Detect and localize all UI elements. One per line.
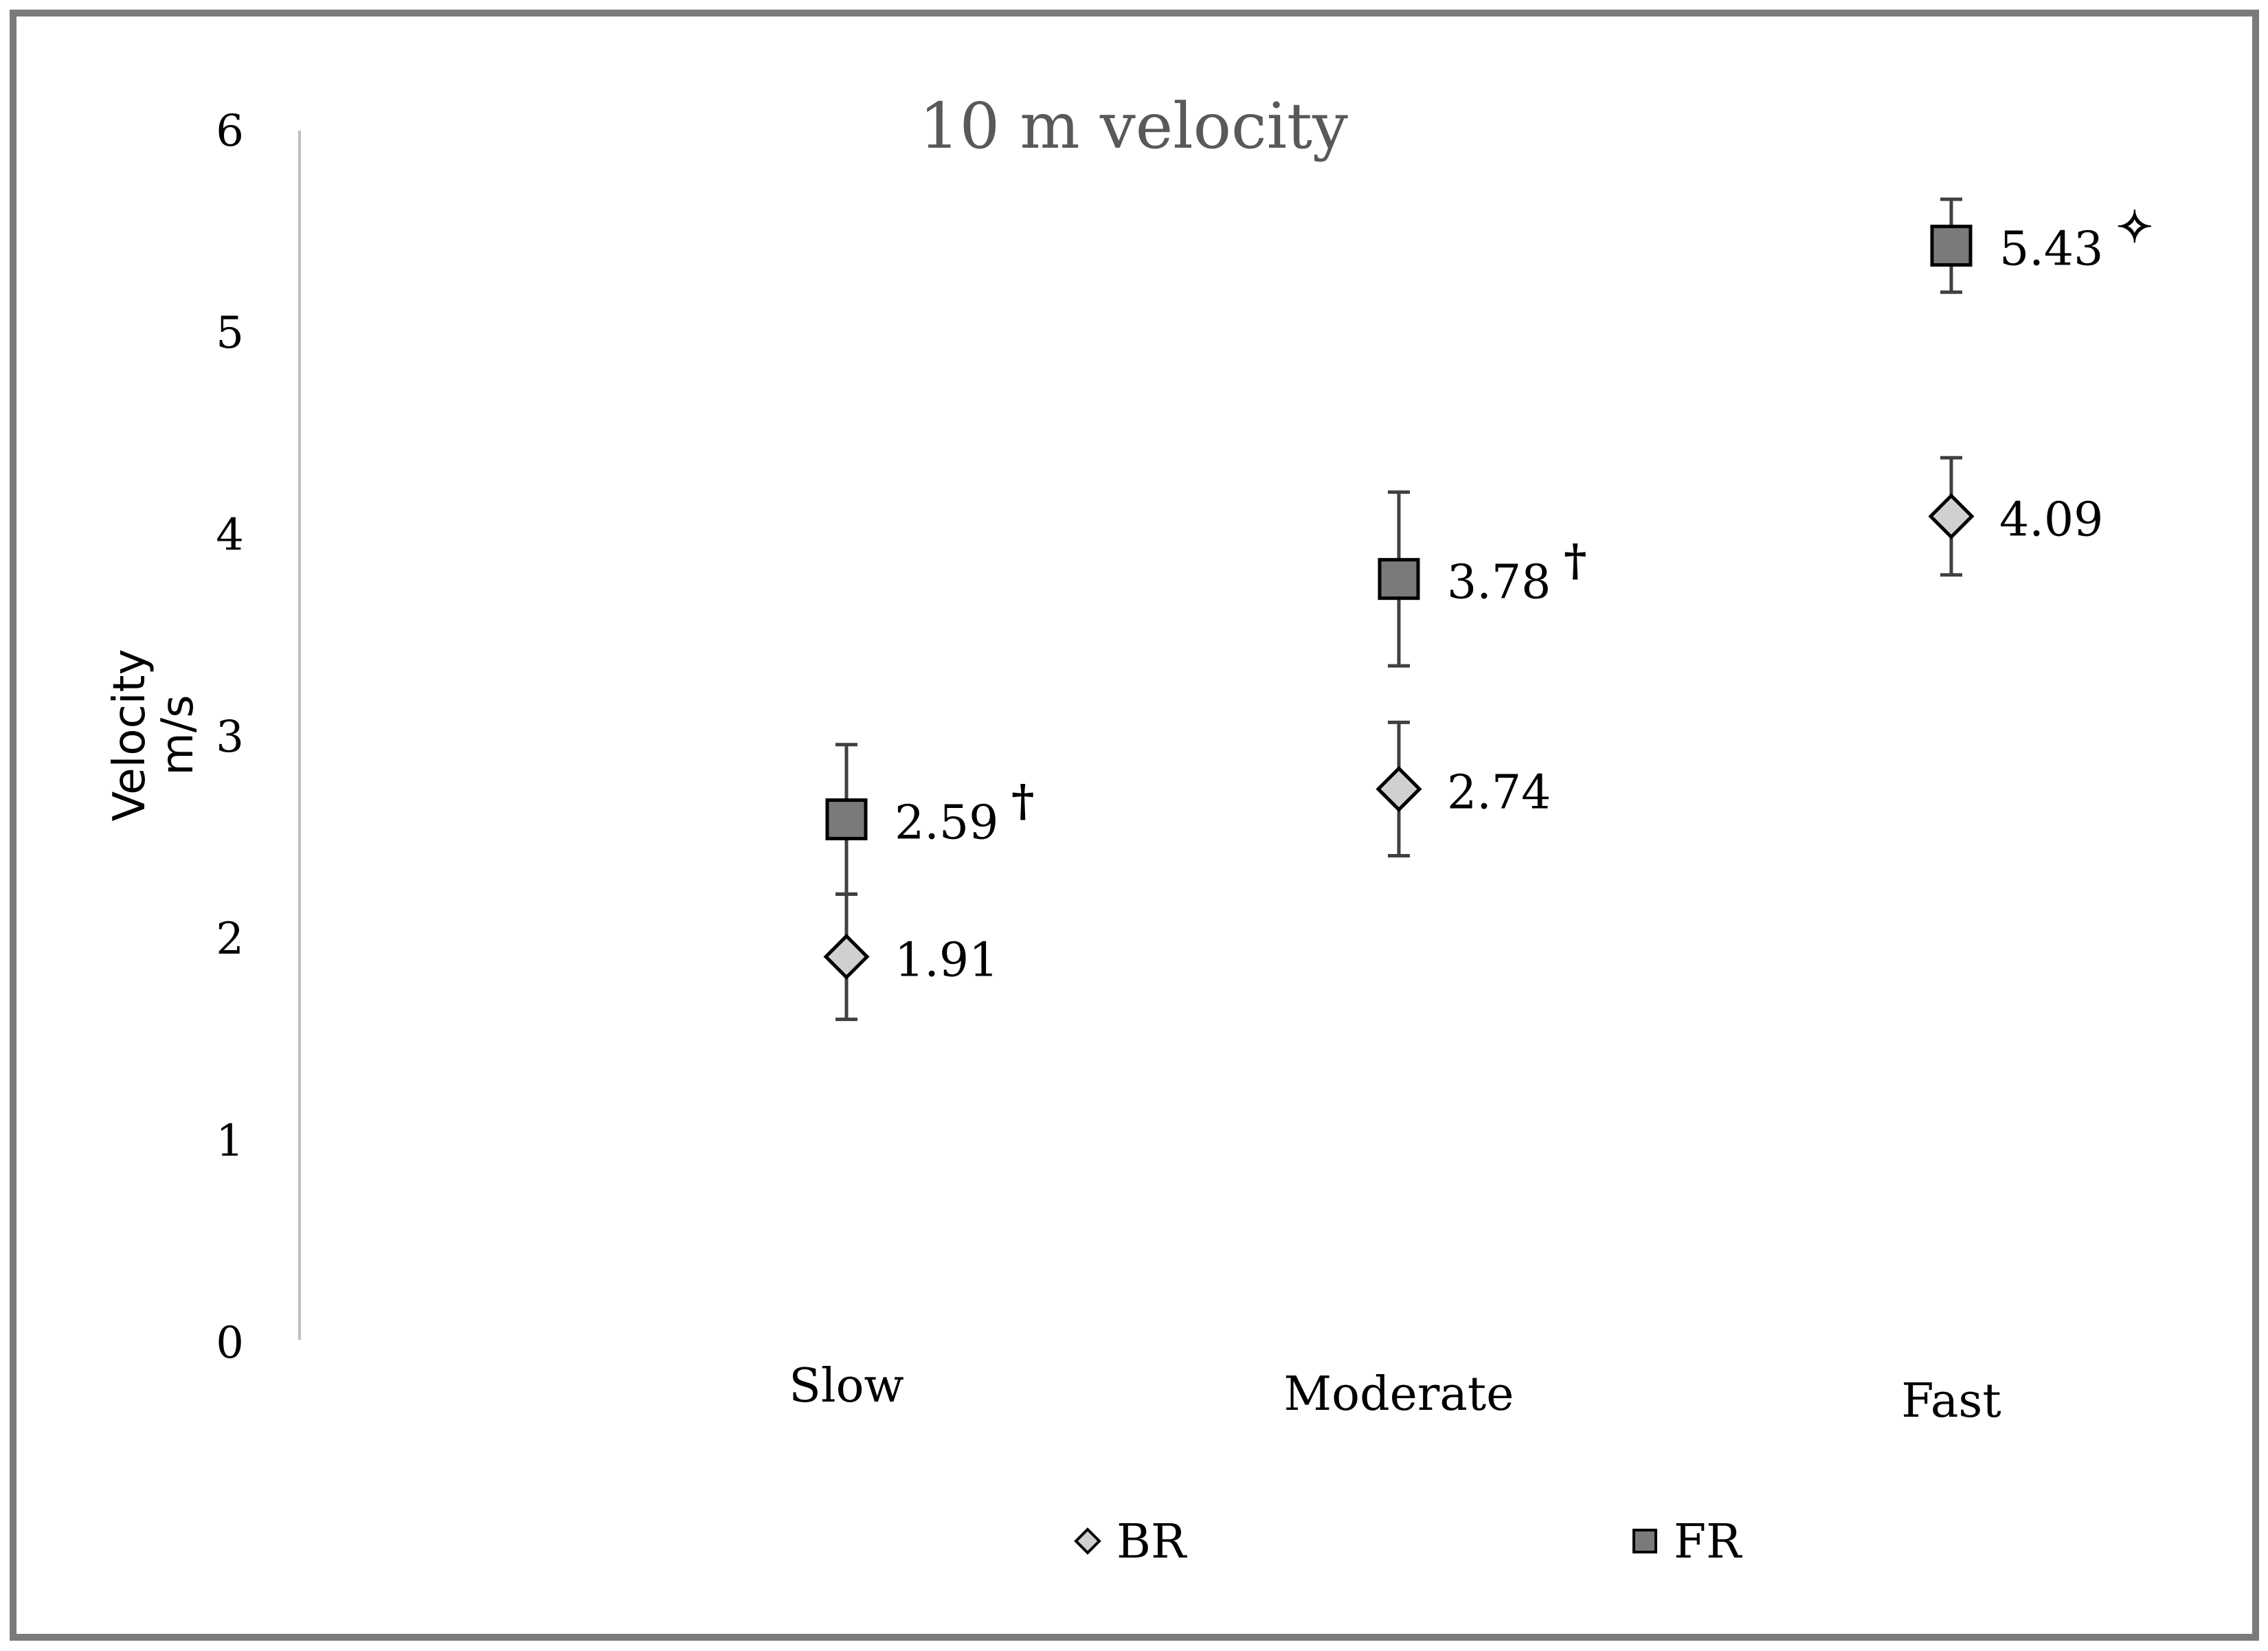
point-br	[1928, 493, 1975, 540]
data-label: 3.78	[1447, 556, 1551, 610]
point-br	[1376, 765, 1422, 812]
y-tick-label: 6	[216, 106, 244, 157]
y-tick-label: 2	[216, 914, 244, 965]
chart-title: 10 m velocity	[919, 89, 1348, 163]
point-fr	[1930, 225, 1973, 267]
legend: BR FR	[1074, 1515, 1742, 1569]
legend-marker-fr	[1632, 1529, 1657, 1553]
legend-marker-br	[1074, 1527, 1101, 1555]
data-label: 5.43	[1999, 223, 2103, 277]
x-category-label: Moderate	[1284, 1367, 1514, 1422]
y-tick-label: 0	[216, 1318, 244, 1369]
y-axis-title-line1: Velocity	[104, 649, 155, 821]
y-axis-title-line2: m/s	[153, 695, 203, 775]
x-category-label: Fast	[1901, 1374, 2001, 1428]
point-fr	[825, 798, 868, 841]
x-category-label: Slow	[789, 1359, 903, 1413]
data-label: 1.91	[895, 933, 998, 987]
data-label: 2.74	[1447, 765, 1551, 820]
significance-marker: †	[1564, 535, 1586, 587]
data-label: 4.09	[1999, 493, 2103, 548]
y-tick-label: 3	[216, 712, 244, 763]
significance-marker: †	[1011, 776, 1034, 827]
data-marks: 1.912.744.092.59 †3.78 †5.43 ✧	[823, 197, 2153, 1022]
point-fr	[1378, 558, 1420, 600]
chart-frame	[10, 10, 2259, 1641]
legend-label-br: BR	[1116, 1515, 1187, 1569]
significance-marker: ✧	[2116, 202, 2153, 254]
y-tick-labels: 0 1 2 3 4 5 6	[216, 106, 244, 1369]
x-category-labels: Slow Moderate Fast	[789, 1359, 2001, 1428]
legend-label-fr: FR	[1674, 1515, 1742, 1569]
point-br	[823, 933, 870, 980]
y-tick-label: 1	[216, 1116, 244, 1167]
y-tick-label: 5	[216, 308, 244, 359]
data-label: 2.59	[895, 796, 998, 851]
y-tick-label: 4	[216, 510, 244, 561]
y-axis-title: Velocity m/s	[104, 649, 203, 821]
